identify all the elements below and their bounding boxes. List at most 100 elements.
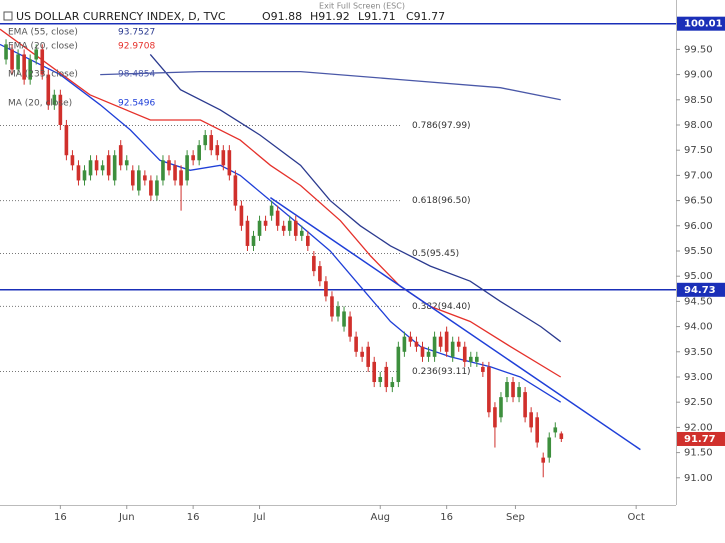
y-tick-label: 97.50 bbox=[684, 145, 713, 156]
y-tick-label: 97.00 bbox=[684, 170, 713, 181]
y-tick-label: 93.00 bbox=[684, 372, 713, 383]
candle-body bbox=[342, 311, 346, 327]
candle-body bbox=[70, 155, 75, 166]
candle-body bbox=[263, 220, 268, 226]
candle-body bbox=[34, 49, 39, 60]
candle-body bbox=[402, 336, 407, 352]
y-tick-label: 99.00 bbox=[684, 70, 713, 81]
fib-label: 0.618(96.50) bbox=[412, 196, 471, 206]
candle-body bbox=[396, 346, 401, 383]
x-tick-label: Aug bbox=[370, 512, 390, 523]
candle-body bbox=[173, 165, 177, 181]
last-price-label: 91.77 bbox=[684, 434, 716, 445]
candle-body bbox=[281, 225, 286, 231]
candle-body bbox=[58, 94, 63, 125]
candle-body bbox=[137, 170, 141, 191]
candle-body bbox=[76, 165, 81, 181]
y-tick-label: 98.50 bbox=[684, 95, 713, 106]
candle-body bbox=[215, 145, 220, 156]
candle-body bbox=[118, 145, 123, 166]
y-tick-label: 96.00 bbox=[684, 221, 713, 232]
candle-body bbox=[523, 392, 527, 418]
y-tick-label: 98.00 bbox=[684, 120, 713, 131]
price-tag-label: 94.73 bbox=[684, 285, 716, 296]
candle-body bbox=[312, 256, 316, 272]
candle-body bbox=[499, 397, 503, 418]
legend-value: 93.7527 bbox=[118, 28, 155, 38]
candle-body bbox=[529, 412, 533, 428]
chart-title: US DOLLAR CURRENCY INDEX, D, TVC bbox=[16, 10, 226, 23]
candle-body bbox=[221, 150, 226, 166]
candle-body bbox=[408, 336, 413, 342]
candle-body bbox=[275, 210, 280, 226]
ohlc-label: L91.71 bbox=[358, 10, 396, 23]
candle-body bbox=[155, 180, 159, 196]
x-tick-label: 16 bbox=[187, 512, 200, 523]
symbol-icon bbox=[3, 11, 13, 21]
candle-body bbox=[517, 387, 521, 398]
candle-body bbox=[414, 341, 419, 347]
candle-body bbox=[299, 230, 304, 236]
candle-body bbox=[227, 150, 232, 176]
candle-body bbox=[257, 220, 262, 236]
candle-body bbox=[324, 281, 328, 297]
legend-name: MA (233, close) bbox=[8, 70, 78, 80]
y-tick-label: 92.50 bbox=[684, 397, 713, 408]
candle-body bbox=[511, 382, 515, 398]
candle-body bbox=[366, 346, 370, 367]
fib-label: 0.5(95.45) bbox=[412, 249, 459, 259]
candle-body bbox=[493, 407, 497, 428]
candle-body bbox=[46, 74, 51, 105]
axes: 91.00 91.50 92.00 92.50 93.00 93.50 94.00 94.50… bbox=[54, 16, 725, 523]
candle-body bbox=[535, 417, 539, 443]
candle-body bbox=[106, 155, 111, 176]
candle-body bbox=[547, 437, 552, 458]
legend-name: EMA (55, close) bbox=[8, 28, 78, 38]
indicator-line bbox=[149, 53, 562, 343]
candle-body bbox=[203, 135, 208, 146]
candle-body bbox=[450, 341, 455, 357]
candle-body bbox=[306, 235, 310, 246]
price-tag-label: 100.01 bbox=[684, 19, 723, 30]
x-tick-label: 16 bbox=[54, 512, 67, 523]
candle-body bbox=[348, 316, 352, 337]
price-tag bbox=[677, 282, 725, 297]
candle-body bbox=[293, 220, 298, 236]
candle-body bbox=[52, 94, 57, 105]
candle-body bbox=[487, 366, 491, 413]
candle-body bbox=[179, 170, 183, 186]
header: Exit Full Screen (ESC) US DOLLAR CURRENC… bbox=[3, 2, 445, 23]
candle-body bbox=[245, 220, 250, 246]
y-tick-label: 92.00 bbox=[684, 422, 713, 433]
y-tick-label: 93.50 bbox=[684, 347, 713, 358]
candle-body bbox=[88, 160, 93, 176]
indicator-line bbox=[0, 43, 562, 403]
x-tick-label: Sep bbox=[506, 512, 525, 523]
candle-body bbox=[541, 457, 546, 463]
candle-body bbox=[432, 336, 437, 357]
candle-body bbox=[360, 351, 364, 357]
trend-line bbox=[269, 196, 641, 451]
candle-body bbox=[559, 433, 564, 439]
candle-body bbox=[233, 175, 238, 206]
candle-body bbox=[167, 160, 171, 171]
candle-body bbox=[130, 170, 135, 186]
ohlc-label: O91.88 bbox=[262, 10, 302, 23]
candle-body bbox=[40, 49, 45, 75]
candle-body bbox=[4, 44, 8, 60]
candle-body bbox=[390, 382, 395, 388]
candle-body bbox=[468, 356, 473, 362]
y-tick-label: 94.00 bbox=[684, 322, 713, 333]
candle-body bbox=[330, 296, 334, 317]
candle-body bbox=[209, 135, 214, 151]
candle-body bbox=[28, 59, 32, 80]
candle-body bbox=[251, 235, 256, 246]
exit-fullscreen[interactable]: Exit Full Screen (ESC) bbox=[319, 2, 405, 11]
candle-body bbox=[372, 361, 377, 383]
candle-body bbox=[197, 145, 201, 161]
candle-body bbox=[94, 160, 99, 171]
legend-value: 98.4854 bbox=[118, 70, 155, 80]
y-tick-label: 91.50 bbox=[684, 448, 713, 459]
candle-body bbox=[336, 306, 340, 317]
